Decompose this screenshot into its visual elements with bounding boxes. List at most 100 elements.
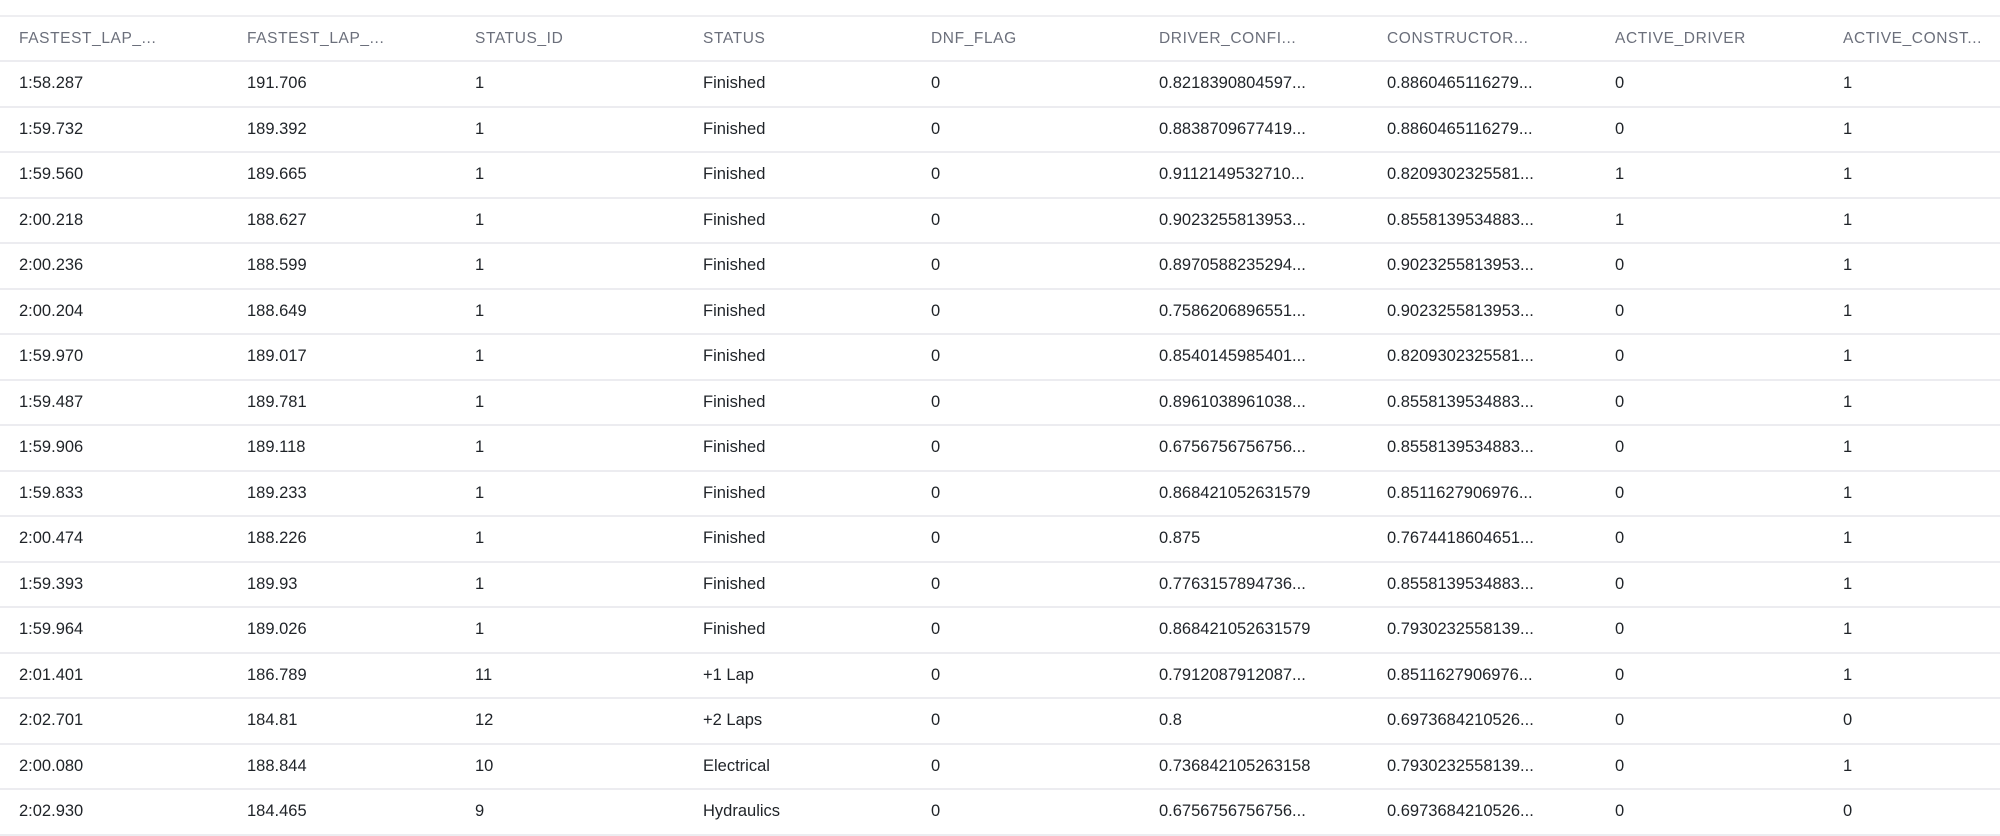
table-cell: 1:59.906: [19, 438, 84, 457]
table-cell: 1:59.833: [19, 483, 84, 502]
table-cell: 0.7586206896551...: [1159, 301, 1306, 320]
table-cell: 1: [475, 210, 485, 229]
table-cell: Finished: [703, 256, 766, 275]
table-cell: 188.627: [247, 210, 307, 229]
table-row[interactable]: 1:59.833 189.233 1 Finished 0 0.8684210526315…: [0, 472, 2000, 517]
column-header[interactable]: FASTEST_LAP_...: [19, 29, 157, 47]
table-cell: 1: [1843, 74, 1853, 93]
column-header[interactable]: STATUS_ID: [475, 29, 564, 47]
table-row[interactable]: 1:59.732 189.392 1 Finished 0 0.8838709677419…: [0, 108, 2000, 153]
table-cell: 0.8558139534883...: [1387, 438, 1534, 457]
table-cell: 1:59.487: [19, 392, 84, 411]
table-cell: 1: [1843, 620, 1853, 639]
table-cell: 1: [1843, 665, 1853, 684]
table-cell: Electrical: [703, 756, 770, 775]
table-cell: 9: [475, 802, 485, 821]
table-row[interactable]: 1:59.393 189.93 1 Finished 0 0.7763157894736.…: [0, 563, 2000, 608]
table-cell: 0.8860465116279...: [1387, 74, 1533, 93]
table-cell: 1: [475, 74, 485, 93]
table-row[interactable]: 1:59.560 189.665 1 Finished 0 0.9112149532710…: [0, 153, 2000, 199]
table-cell: 0: [1615, 256, 1625, 275]
table-header-row: FASTEST_LAP_... FASTEST_LAP_... STATUS_ID S…: [0, 17, 2000, 62]
table-row[interactable]: 2:00.218 188.627 1 Finished 0 0.9023255813953…: [0, 199, 2000, 244]
table-cell: 189.93: [247, 574, 298, 593]
table-row[interactable]: 1:59.970 189.017 1 Finished 0 0.8540145985401…: [0, 335, 2000, 381]
table-cell: 2:00.236: [19, 256, 84, 275]
column-header[interactable]: FASTEST_LAP_...: [247, 29, 385, 47]
table-cell: 188.599: [247, 256, 307, 275]
table-cell: 0.8209302325581...: [1387, 165, 1534, 184]
table-cell: 0.8511627906976...: [1387, 483, 1533, 502]
table-row[interactable]: 1:59.906 189.118 1 Finished 0 0.6756756756756…: [0, 426, 2000, 472]
table-cell: 0: [931, 483, 941, 502]
table-cell: 0: [931, 165, 941, 184]
table-cell: 0.8209302325581...: [1387, 347, 1534, 366]
table-cell: 0.736842105263158: [1159, 756, 1311, 775]
table-cell: Finished: [703, 529, 766, 548]
table-cell: 12: [475, 711, 494, 730]
table-cell: 189.665: [247, 165, 307, 184]
table-cell: 1: [475, 119, 485, 138]
table-cell: Finished: [703, 438, 766, 457]
table-cell: 1: [1615, 165, 1625, 184]
table-cell: 0.9112149532710...: [1159, 165, 1305, 184]
table-cell: 0: [1615, 74, 1625, 93]
table-cell: Finished: [703, 574, 766, 593]
table-cell: 1: [475, 483, 485, 502]
table-cell: 1: [1843, 165, 1853, 184]
table-row[interactable]: 1:59.964 189.026 1 Finished 0 0.8684210526315…: [0, 608, 2000, 654]
column-header[interactable]: STATUS: [703, 29, 766, 47]
table-row[interactable]: 1:59.487 189.781 1 Finished 0 0.8961038961038…: [0, 381, 2000, 426]
table-cell: 1: [1843, 529, 1853, 548]
table-cell: 0: [931, 711, 941, 730]
column-header[interactable]: DRIVER_CONFI...: [1159, 29, 1297, 47]
table-row[interactable]: 2:00.474 188.226 1 Finished 0 0.875 0.76744186…: [0, 517, 2000, 563]
table-cell: 0.6756756756756...: [1159, 802, 1306, 821]
table-cell: 0.8558139534883...: [1387, 210, 1534, 229]
table-cell: 188.844: [247, 756, 307, 775]
table-cell: 1:59.964: [19, 620, 84, 639]
table-cell: 0: [931, 119, 941, 138]
table-cell: 1:59.970: [19, 347, 84, 366]
column-header[interactable]: ACTIVE_DRIVER: [1615, 29, 1746, 47]
table-cell: 0.9023255813953...: [1387, 301, 1534, 320]
table-cell: 0: [1615, 802, 1625, 821]
table-cell: 0: [1615, 438, 1625, 457]
table-row[interactable]: 2:02.930 184.465 9 Hydraulics 0 0.67567567567…: [0, 790, 2000, 836]
table-cell: 1:59.560: [19, 165, 84, 184]
table-cell: 0.8511627906976...: [1387, 665, 1533, 684]
table-cell: 0: [1615, 620, 1625, 639]
table-row[interactable]: 1:58.287 191.706 1 Finished 0 0.8218390804597…: [0, 62, 2000, 108]
table-cell: 0.8860465116279...: [1387, 119, 1533, 138]
table-cell: 1: [475, 438, 485, 457]
column-header[interactable]: CONSTRUCTOR...: [1387, 29, 1529, 47]
table-row[interactable]: 2:00.080 188.844 10 Electrical 0 0.7368421052…: [0, 745, 2000, 790]
table-cell: 1:59.393: [19, 574, 84, 593]
table-cell: +1 Lap: [703, 665, 754, 684]
table-cell: 1: [1843, 301, 1853, 320]
table-cell: 0: [931, 347, 941, 366]
table-cell: 0: [1615, 574, 1625, 593]
table-row[interactable]: 2:01.401 186.789 11 +1 Lap 0 0.7912087912087.…: [0, 654, 2000, 699]
table-cell: 188.649: [247, 301, 307, 320]
table-cell: 0: [931, 574, 941, 593]
table-row[interactable]: 2:02.701 184.81 12 +2 Laps 0 0.8 0.69736842105…: [0, 699, 2000, 745]
table-cell: 1: [1843, 119, 1853, 138]
table-cell: 2:00.218: [19, 210, 84, 229]
table-cell: 0.9023255813953...: [1387, 256, 1534, 275]
table-cell: 2:00.080: [19, 756, 84, 775]
column-header[interactable]: ACTIVE_CONST...: [1843, 29, 1983, 47]
table-row[interactable]: 2:00.204 188.649 1 Finished 0 0.7586206896551…: [0, 290, 2000, 335]
table-cell: 1: [475, 529, 485, 548]
table-cell: 0: [1615, 119, 1625, 138]
table-cell: 1: [1843, 347, 1853, 366]
table-cell: 0: [931, 301, 941, 320]
table-cell: 0: [1615, 347, 1625, 366]
table-cell: 0.8540145985401...: [1159, 347, 1306, 366]
table-cell: 189.017: [247, 347, 307, 366]
table-cell: 0: [1615, 711, 1625, 730]
table-cell: 0.7930232558139...: [1387, 756, 1534, 775]
column-header[interactable]: DNF_FLAG: [931, 29, 1017, 47]
table-cell: 0.8: [1159, 711, 1182, 730]
table-row[interactable]: 2:00.236 188.599 1 Finished 0 0.8970588235294…: [0, 244, 2000, 290]
